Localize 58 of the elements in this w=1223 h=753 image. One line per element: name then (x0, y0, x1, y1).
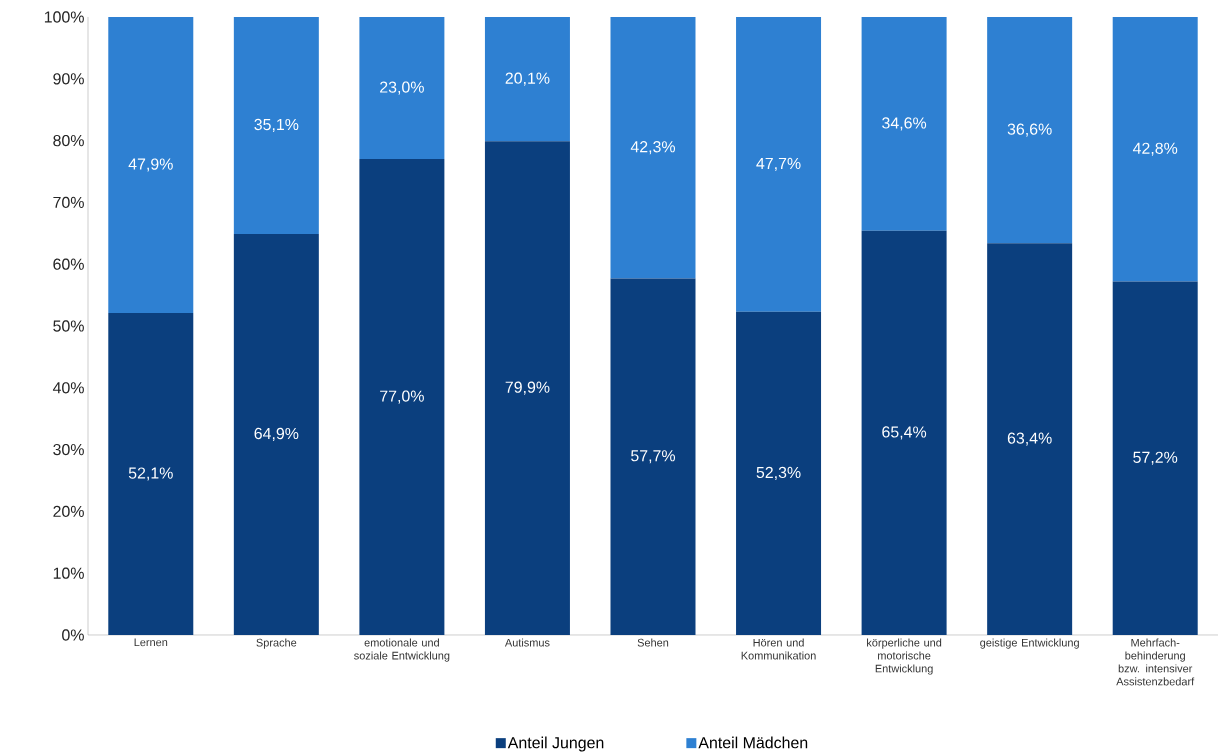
y-tick-label: 30% (53, 443, 84, 456)
bar (484, 141, 570, 635)
y-tick-label: 60% (53, 258, 84, 270)
x-tick-label: Autismus (504, 638, 550, 647)
y-tick-label: 0% (62, 629, 84, 641)
data-label: 57,7% (631, 450, 676, 464)
data-label: 77,0% (380, 390, 424, 404)
x-tick-label: geistige Entwicklung (980, 638, 1079, 649)
bar (861, 230, 947, 635)
data-label: 64,9% (254, 427, 299, 442)
bar (108, 16, 194, 314)
data-label: 23,0% (380, 81, 424, 95)
y-tick-label: 40% (52, 382, 84, 394)
data-label: 63,4% (1007, 432, 1052, 446)
data-label: 42,8% (1132, 142, 1178, 156)
x-tick-label: Mehrfach-behinderung bzw. intensiver Assistenzbedarf (1116, 638, 1195, 686)
y-tick-label: 80% (53, 134, 84, 147)
bar (610, 16, 696, 279)
y-tick-label: 20% (53, 505, 84, 518)
data-label: 57,2% (1133, 451, 1178, 465)
bar (108, 313, 194, 635)
bar (610, 278, 696, 635)
bar (359, 16, 445, 160)
y-tick-label: 100% (44, 11, 84, 23)
data-label: 52,3% (756, 466, 801, 480)
y-tick-label: 50% (53, 320, 84, 332)
legend-label: Anteil Jungen (507, 736, 604, 752)
bar (736, 16, 822, 312)
bar (987, 243, 1073, 635)
y-tick-label: 90% (53, 73, 84, 85)
x-tick-label: Sehen (637, 638, 669, 647)
bar (1112, 281, 1198, 635)
y-tick-label: 70% (53, 196, 84, 209)
data-label: 36,6% (1007, 123, 1052, 137)
legend-label: Anteil Mädchen (698, 736, 808, 749)
data-label: 42,3% (630, 141, 676, 155)
x-tick-label: körperliche und motorische Entwicklung (867, 638, 942, 675)
bar (861, 16, 947, 231)
y-tick-label: 10% (53, 567, 84, 579)
data-label: 35,1% (254, 118, 299, 133)
x-tick-label: Sprache (256, 638, 297, 649)
x-tick-label: Lernen (134, 638, 168, 647)
data-label: 65,4% (882, 426, 927, 440)
bar (736, 311, 822, 635)
bar (987, 16, 1073, 244)
data-label: 52,1% (128, 467, 173, 481)
data-label: 34,6% (882, 117, 927, 131)
bar (359, 159, 445, 635)
bar (484, 16, 570, 142)
data-label: 79,9% (505, 381, 550, 395)
bar (1112, 16, 1198, 282)
bar (233, 16, 319, 234)
x-tick-label: emotionale und soziale Entwicklung (354, 638, 450, 662)
data-label: 47,7% (756, 157, 801, 171)
x-tick-label: Hören und Kommunikation (741, 638, 816, 660)
bar (233, 233, 319, 635)
data-label: 20,1% (505, 72, 550, 86)
data-label: 47,9% (128, 158, 173, 172)
